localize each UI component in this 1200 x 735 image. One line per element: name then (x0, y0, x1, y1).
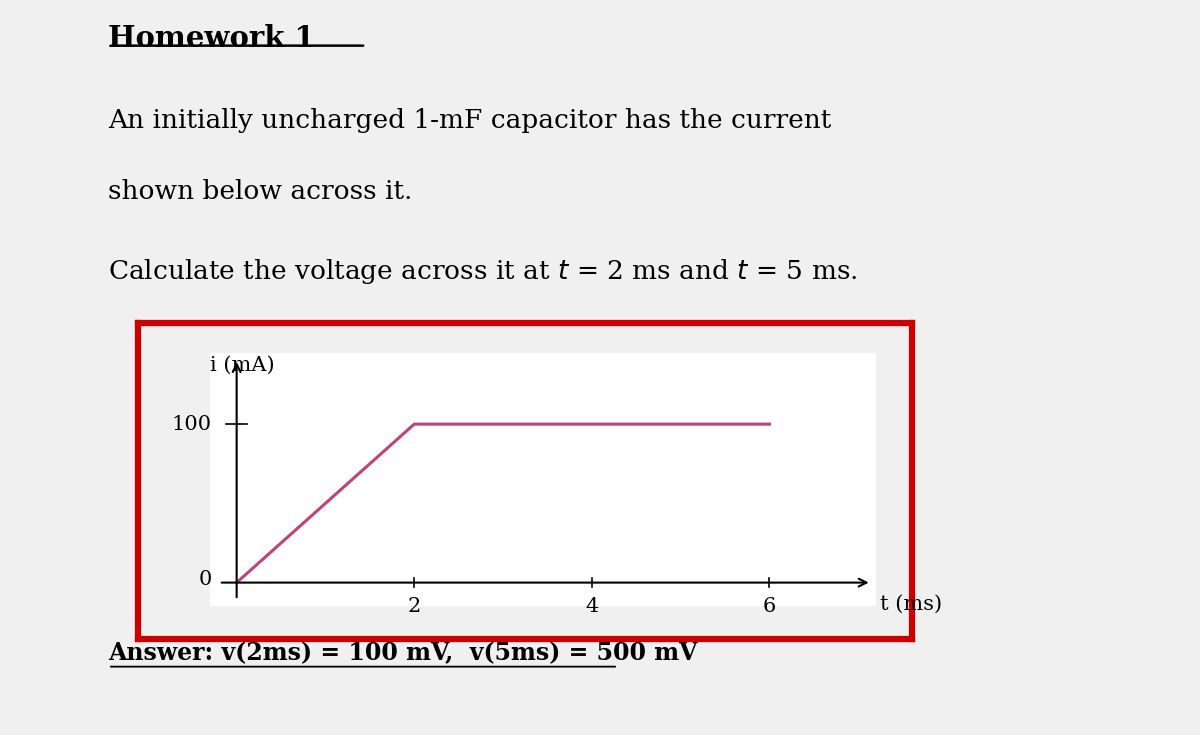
Text: t (ms): t (ms) (881, 595, 942, 614)
Text: 2: 2 (408, 597, 421, 616)
Text: 4: 4 (586, 597, 599, 616)
Text: 100: 100 (172, 415, 211, 434)
Text: 6: 6 (763, 597, 776, 616)
Text: 0: 0 (198, 570, 211, 589)
Text: shown below across it.: shown below across it. (108, 179, 413, 204)
Text: Answer: v(2ms) = 100 mV,  v(5ms) = 500 mV: Answer: v(2ms) = 100 mV, v(5ms) = 500 mV (108, 642, 697, 666)
Text: Homework 1: Homework 1 (108, 24, 314, 53)
Text: i (mA): i (mA) (210, 356, 275, 375)
Text: An initially uncharged 1-mF capacitor has the current: An initially uncharged 1-mF capacitor ha… (108, 108, 832, 133)
Text: Calculate the voltage across it at $t$ = 2 ms and $t$ = 5 ms.: Calculate the voltage across it at $t$ =… (108, 257, 858, 286)
